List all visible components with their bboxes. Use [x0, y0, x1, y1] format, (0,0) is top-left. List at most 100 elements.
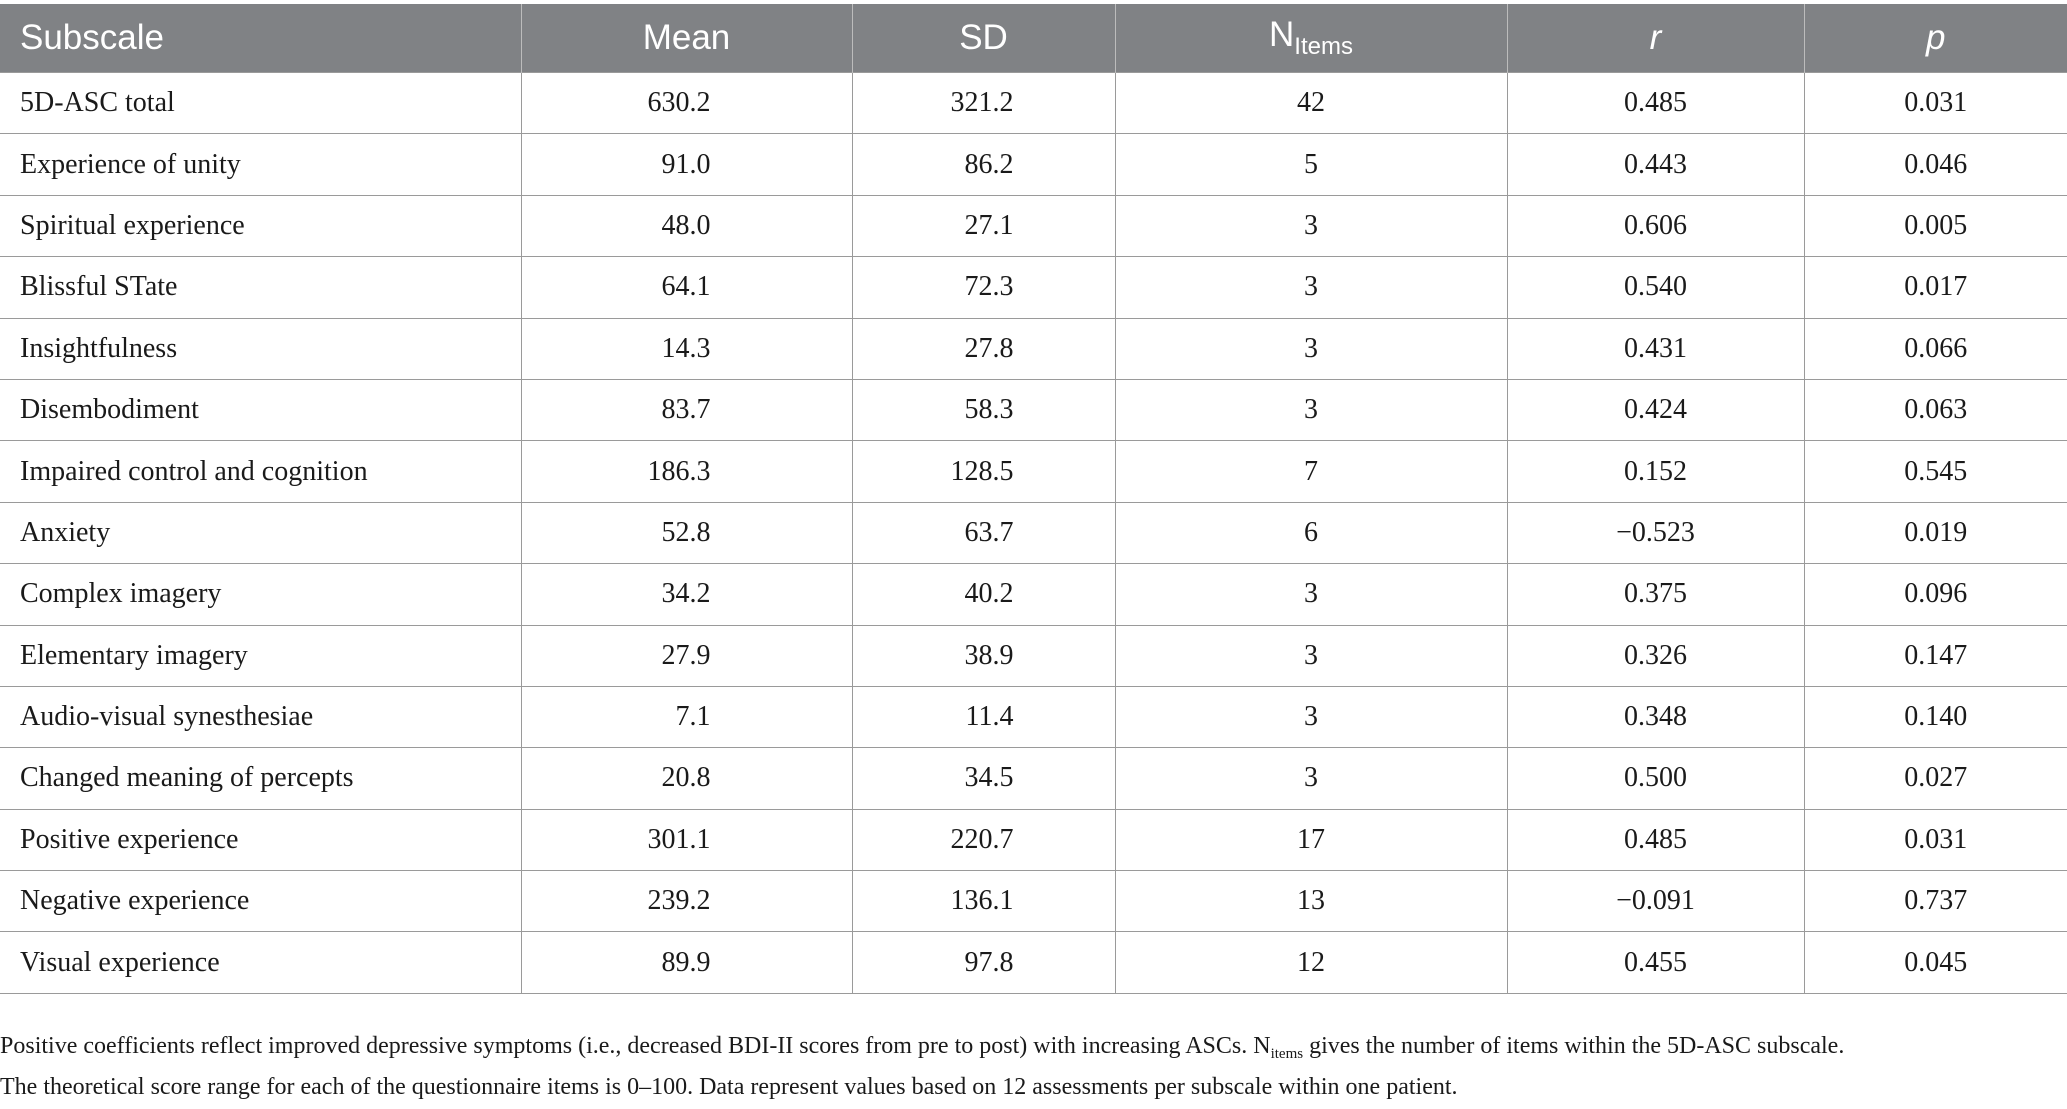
table-header: Subscale Mean SD NItems r p: [0, 4, 2067, 73]
table-row: 5D-ASC total 630.2 321.2 42 0.485 0.031: [0, 71, 2067, 134]
table-body: 5D-ASC total 630.2 321.2 42 0.485 0.031 Experi…: [0, 71, 2067, 994]
cell-n-items: 12: [1115, 931, 1508, 994]
cell-sd: 86.2: [852, 133, 1116, 196]
header-row: Subscale Mean SD NItems r p: [0, 4, 2067, 73]
cell-n-items: 3: [1115, 747, 1508, 810]
cell-n-items: 3: [1115, 685, 1508, 748]
table-row: Elementary imagery 27.9 38.9 3 0.326 0.147: [0, 624, 2067, 687]
cell-r: 0.500: [1507, 747, 1805, 810]
cell-sd: 63.7: [852, 501, 1116, 564]
header-n-items-main: N: [1269, 15, 1295, 54]
cell-p: 0.096: [1804, 563, 2067, 626]
cell-r: 0.375: [1507, 563, 1805, 626]
header-subscale: Subscale: [0, 4, 522, 73]
cell-r: 0.485: [1507, 71, 1805, 134]
cell-r: −0.523: [1507, 501, 1805, 564]
cell-p: 0.147: [1804, 624, 2067, 687]
table-row: Audio-visual synesthesiae 7.1 11.4 3 0.348 0.…: [0, 685, 2067, 748]
cell-sd: 321.2: [852, 71, 1116, 134]
table-footnote: Positive coefficients reflect improved d…: [0, 1030, 2067, 1104]
cell-mean: 14.3: [521, 317, 853, 380]
cell-n-items: 7: [1115, 440, 1508, 503]
cell-mean: 89.9: [521, 931, 853, 994]
cell-subscale: Negative experience: [0, 870, 522, 932]
cell-n-items: 13: [1115, 870, 1508, 932]
cell-mean: 7.1: [521, 685, 853, 748]
cell-mean: 630.2: [521, 71, 853, 134]
table-row: Insightfulness 14.3 27.8 3 0.431 0.066: [0, 317, 2067, 380]
cell-p: 0.063: [1804, 378, 2067, 441]
cell-subscale: Experience of unity: [0, 133, 522, 196]
cell-mean: 301.1: [521, 808, 853, 871]
table-row: Changed meaning of percepts 20.8 34.5 3 0.50…: [0, 747, 2067, 810]
cell-sd: 11.4: [852, 685, 1116, 748]
cell-p: 0.005: [1804, 194, 2067, 257]
cell-mean: 83.7: [521, 378, 853, 441]
cell-p: 0.737: [1804, 870, 2067, 932]
table-row: Positive experience 301.1 220.7 17 0.485 0.03…: [0, 808, 2067, 871]
cell-mean: 64.1: [521, 256, 853, 319]
results-table: Subscale Mean SD NItems r p 5D-ASC total…: [0, 4, 2067, 994]
cell-sd: 97.8: [852, 931, 1116, 994]
cell-subscale: Complex imagery: [0, 563, 522, 626]
cell-n-items: 42: [1115, 71, 1508, 134]
table-row: Impaired control and cognition 186.3 128.5…: [0, 440, 2067, 503]
cell-subscale: Positive experience: [0, 808, 522, 871]
cell-mean: 34.2: [521, 563, 853, 626]
cell-mean: 91.0: [521, 133, 853, 196]
cell-p: 0.027: [1804, 747, 2067, 810]
cell-sd: 136.1: [852, 870, 1116, 932]
cell-mean: 27.9: [521, 624, 853, 687]
cell-subscale: Blissful STate: [0, 256, 522, 319]
cell-p: 0.066: [1804, 317, 2067, 380]
header-sd: SD: [852, 4, 1116, 73]
table-row: Disembodiment 83.7 58.3 3 0.424 0.063: [0, 378, 2067, 441]
cell-subscale: Impaired control and cognition: [0, 440, 522, 503]
cell-subscale: Visual experience: [0, 931, 522, 994]
results-table-container: Subscale Mean SD NItems r p 5D-ASC total…: [0, 4, 2067, 994]
cell-sd: 38.9: [852, 624, 1116, 687]
header-n-items: NItems: [1115, 4, 1508, 73]
table-row: Complex imagery 34.2 40.2 3 0.375 0.096: [0, 563, 2067, 626]
cell-p: 0.140: [1804, 685, 2067, 748]
cell-r: 0.455: [1507, 931, 1805, 994]
cell-r: 0.485: [1507, 808, 1805, 871]
cell-n-items: 3: [1115, 378, 1508, 441]
cell-subscale: Changed meaning of percepts: [0, 747, 522, 810]
cell-mean: 52.8: [521, 501, 853, 564]
cell-mean: 20.8: [521, 747, 853, 810]
cell-r: −0.091: [1507, 870, 1805, 932]
cell-r: 0.326: [1507, 624, 1805, 687]
cell-sd: 34.5: [852, 747, 1116, 810]
cell-p: 0.019: [1804, 501, 2067, 564]
cell-mean: 239.2: [521, 870, 853, 932]
header-mean: Mean: [521, 4, 853, 73]
cell-n-items: 17: [1115, 808, 1508, 871]
cell-r: 0.431: [1507, 317, 1805, 380]
cell-n-items: 3: [1115, 194, 1508, 257]
cell-subscale: Insightfulness: [0, 317, 522, 380]
header-n-items-sub: Items: [1294, 33, 1353, 60]
cell-sd: 72.3: [852, 256, 1116, 319]
cell-subscale: Anxiety: [0, 501, 522, 564]
cell-r: 0.540: [1507, 256, 1805, 319]
table-row: Anxiety 52.8 63.7 6 −0.523 0.019: [0, 501, 2067, 564]
cell-sd: 27.8: [852, 317, 1116, 380]
cell-subscale: Audio-visual synesthesiae: [0, 685, 522, 748]
cell-mean: 186.3: [521, 440, 853, 503]
footnote-line-1: Positive coefficients reflect improved d…: [0, 1033, 1845, 1062]
cell-r: 0.606: [1507, 194, 1805, 257]
cell-sd: 128.5: [852, 440, 1116, 503]
table-row: Negative experience 239.2 136.1 13 −0.091 0.7…: [0, 870, 2067, 932]
cell-r: 0.424: [1507, 378, 1805, 441]
header-p: p: [1804, 4, 2067, 73]
cell-n-items: 5: [1115, 133, 1508, 196]
table-row: Experience of unity 91.0 86.2 5 0.443 0.046: [0, 133, 2067, 196]
cell-n-items: 3: [1115, 563, 1508, 626]
cell-sd: 27.1: [852, 194, 1116, 257]
table-row: Blissful STate 64.1 72.3 3 0.540 0.017: [0, 256, 2067, 319]
cell-subscale: 5D-ASC total: [0, 71, 522, 134]
cell-r: 0.152: [1507, 440, 1805, 503]
cell-mean: 48.0: [521, 194, 853, 257]
cell-p: 0.545: [1804, 440, 2067, 503]
